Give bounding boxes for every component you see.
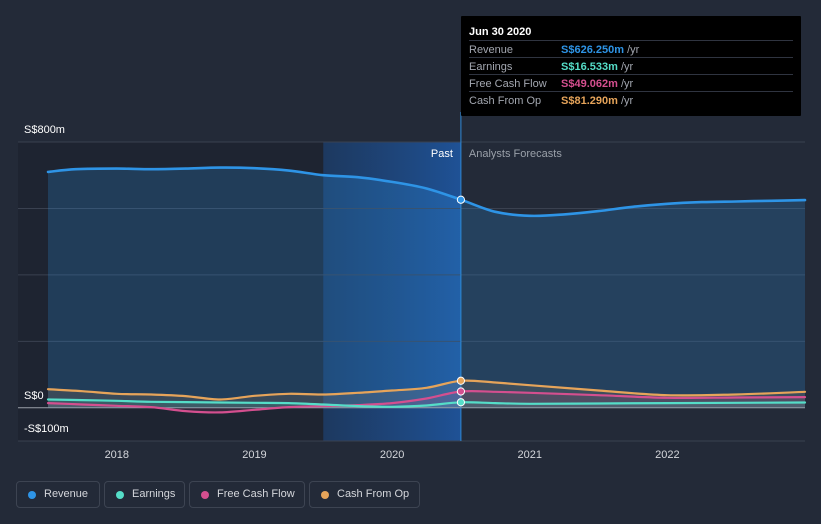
tooltip-value: S$16.533m /yr [561,61,634,73]
legend-item-revenue[interactable]: Revenue [16,481,100,508]
tooltip-row-free-cash-flow: Free Cash Flow S$49.062m /yr [469,74,793,92]
legend-label: Revenue [44,488,89,500]
series-line-revenue [46,166,807,218]
tooltip-label: Cash From Op [469,95,542,107]
point-marker-cash-from-op [456,376,466,385]
x-tick-label: 2022 [655,449,679,461]
tooltip-value: S$626.250m /yr [561,44,640,56]
series-line-cash-from-op [46,379,807,401]
legend-label: Free Cash Flow [217,488,295,500]
legend-dot-icon [201,491,209,499]
x-tick-label: 2019 [242,449,266,461]
series-area-revenue [48,167,805,408]
legend-item-free-cash-flow[interactable]: Free Cash Flow [189,481,305,508]
legend-item-cash-from-op[interactable]: Cash From Op [309,481,420,508]
forecast-label: Analysts Forecasts [469,148,562,160]
x-tick-label: 2021 [517,449,541,461]
past-label: Past [431,148,453,160]
legend-dot-icon [28,491,36,499]
x-tick-label: 2020 [380,449,404,461]
tooltip-value: S$81.290m /yr [561,95,634,107]
tooltip-label: Revenue [469,44,514,56]
legend-dot-icon [321,491,329,499]
y-tick-label: S$0 [24,390,44,402]
y-tick-label: -S$100m [24,423,69,435]
x-tick-label: 2018 [105,449,129,461]
tooltip-date: Jun 30 2020 [469,26,532,38]
tooltip-label: Free Cash Flow [469,78,547,90]
data-tooltip: Jun 30 2020 Revenue S$626.250m /yr Earni… [461,16,801,116]
legend-label: Earnings [132,488,176,500]
tooltip-row-cash-from-op: Cash From Op S$81.290m /yr [469,91,793,109]
tooltip-label: Earnings [469,61,513,73]
tooltip-row-revenue: Revenue S$626.250m /yr [469,40,793,58]
series-area-earnings [48,399,805,408]
y-tick-label: S$800m [24,124,65,136]
point-marker-earnings [456,398,466,407]
series-area-cash-from-op [48,380,805,408]
series-line-free-cash-flow [46,389,807,414]
tooltip-row-earnings: Earnings S$16.533m /yr [469,57,793,75]
tooltip-value: S$49.062m /yr [561,78,634,90]
point-marker-revenue [456,195,466,204]
legend-item-earnings[interactable]: Earnings [104,481,185,508]
legend-label: Cash From Op [337,488,410,500]
point-marker-free-cash-flow [456,387,466,396]
legend-dot-icon [116,491,124,499]
series-line-earnings [46,398,807,408]
